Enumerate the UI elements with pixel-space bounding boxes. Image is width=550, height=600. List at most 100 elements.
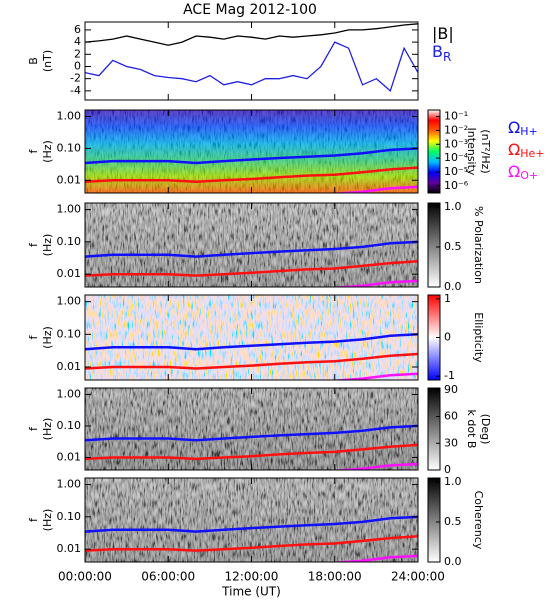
legend-subscript: O+ <box>520 169 538 182</box>
x-tick-label: 12:00:00 <box>225 570 279 584</box>
colorbar-tick-label: 90 <box>444 383 458 396</box>
y-tick-label: 1.00 <box>57 295 82 308</box>
y-tick-label: 6 <box>74 23 81 36</box>
y-axis-label: f <box>27 517 40 522</box>
y-tick-label: 1.00 <box>57 110 82 123</box>
x-tick-label: 24:00:00 <box>391 570 445 584</box>
panel <box>85 23 418 93</box>
colorbar-tick-label: 1.0 <box>444 475 462 488</box>
y-tick-label: 0.01 <box>57 542 82 555</box>
y-tick-label: 0.10 <box>57 510 82 523</box>
y-axis-label: f <box>27 148 40 153</box>
cyclotron-line <box>85 535 418 552</box>
y-axis-label: (Hz) <box>41 326 54 349</box>
colorbar-tick-label: 0 <box>444 463 451 476</box>
y-tick-label: 0.10 <box>57 141 82 154</box>
y-axis-label: f <box>27 426 40 431</box>
legend-entry: ΩO+ <box>508 162 538 183</box>
colorbar-label: k dot B <box>465 410 478 449</box>
legend-entry: BR <box>432 42 451 64</box>
colorbar-tick-label: 1.0 <box>444 200 462 213</box>
legend-entry: ΩHe+ <box>508 140 545 161</box>
y-axis-label: (Hz) <box>41 418 54 441</box>
colorbar-tick-label: 30 <box>444 436 458 449</box>
legend-name: Ω <box>508 118 520 137</box>
y-axis-label: f <box>27 334 40 339</box>
y-tick-label: 1.00 <box>57 478 82 491</box>
legend-subscript: He+ <box>520 147 544 160</box>
legend-subscript: H+ <box>520 125 538 138</box>
colorbar-tick-label: 1 <box>444 292 451 305</box>
y-tick-label: 0.01 <box>57 360 82 373</box>
cyclotron-line <box>325 185 418 193</box>
y-axis-label: (Hz) <box>41 509 54 532</box>
colorbar-tick-label: 10⁻¹ <box>444 110 468 123</box>
data-line <box>85 23 418 46</box>
cyclotron-line <box>325 372 418 380</box>
colorbar-tick-label: 0.5 <box>444 240 462 253</box>
x-axis-label: Time (UT) <box>221 585 281 599</box>
cyclotron-line <box>85 240 418 258</box>
cyclotron-line <box>85 352 418 370</box>
y-tick-label: 2 <box>74 47 81 60</box>
legend-name: B <box>432 42 443 61</box>
colorbar-tick-label: 10⁻⁵ <box>444 165 468 178</box>
y-tick-label: 0.01 <box>57 450 82 463</box>
colorbar-label: Ellipticity <box>472 312 485 363</box>
legend-entry: |B| <box>432 24 454 43</box>
y-tick-label: 1.00 <box>57 387 82 400</box>
cyclotron-line <box>85 515 418 533</box>
panel <box>85 478 418 562</box>
panel <box>85 388 418 470</box>
data-line <box>85 41 418 93</box>
x-tick-label: 06:00:00 <box>141 570 195 584</box>
y-tick-label: 0.10 <box>57 235 82 248</box>
y-tick-label: 0.10 <box>57 327 82 340</box>
colorbar <box>427 387 441 471</box>
panel <box>85 110 418 193</box>
legend-name: Ω <box>508 140 520 159</box>
colorbar-tick-label: 60 <box>444 410 458 423</box>
legend-name: Ω <box>508 162 520 181</box>
legend-entry: ΩH+ <box>508 118 538 139</box>
colorbar-label: Intensity <box>465 128 478 176</box>
colorbar-label: (Deg) <box>479 414 492 445</box>
colorbar-tick-label: 10⁻³ <box>444 137 468 150</box>
y-axis-label: (nT) <box>41 50 54 72</box>
cyclotron-line <box>85 443 418 461</box>
y-tick-label: -2 <box>70 72 81 85</box>
legend-name: |B| <box>432 24 454 43</box>
colorbar-tick-label: 10⁻² <box>444 123 468 136</box>
cyclotron-line <box>325 279 418 287</box>
x-tick-label: 00:00:00 <box>58 570 112 584</box>
cyclotron-line <box>85 166 418 184</box>
x-tick-label: 18:00:00 <box>308 570 362 584</box>
colorbar <box>427 109 441 194</box>
plot-frame <box>84 21 419 101</box>
y-axis-label: f <box>27 242 40 247</box>
legend-subscript: R <box>443 50 451 64</box>
colorbar-tick-label: 0.0 <box>444 280 462 293</box>
cyclotron-line <box>324 462 418 470</box>
colorbar-tick-label: 10⁻⁶ <box>444 179 469 192</box>
colorbar-tick-label: 10⁻⁴ <box>444 151 469 164</box>
y-axis-label: (Hz) <box>41 234 54 257</box>
cyclotron-line <box>325 554 418 562</box>
colorbar <box>427 202 441 288</box>
colorbar-label: Coherency <box>472 491 485 550</box>
cyclotron-line <box>85 147 418 165</box>
colorbar-tick-label: 0.5 <box>444 515 462 528</box>
y-tick-label: 0.01 <box>57 173 82 186</box>
colorbar-tick-label: 0.0 <box>444 555 462 568</box>
y-axis-label: B <box>27 57 40 65</box>
y-tick-label: 0.01 <box>57 267 82 280</box>
colorbar-label: (nT²/Hz) <box>479 129 492 173</box>
cyclotron-line <box>85 260 418 277</box>
colorbar-label: % Polarization <box>472 206 485 284</box>
colorbar-tick-label: -1 <box>444 369 455 382</box>
panel <box>85 203 418 287</box>
panel <box>85 295 418 380</box>
y-tick-label: 0.10 <box>57 419 82 432</box>
y-axis-label: (Hz) <box>41 140 54 163</box>
